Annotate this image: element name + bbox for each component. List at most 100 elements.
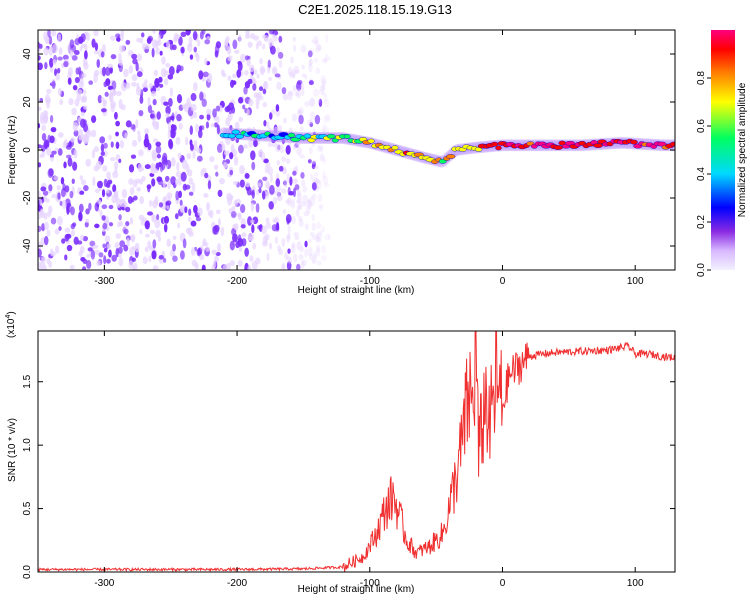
spectrogram-noise-cell xyxy=(67,77,72,85)
spectrogram-noise-cell xyxy=(141,32,145,38)
spectrogram-noise-cell xyxy=(106,243,112,249)
spectrogram-noise-cell xyxy=(158,254,164,260)
x-tick-label: -200 xyxy=(227,578,247,589)
spectrogram-noise-cell xyxy=(320,154,324,162)
spectrogram-noise-cell xyxy=(172,235,177,241)
spectrogram-noise-cell xyxy=(269,184,275,195)
spectrogram-noise-cell xyxy=(263,158,269,164)
spectrogram-noise-cell xyxy=(314,47,320,53)
spectrogram-noise-cell xyxy=(237,61,242,66)
spectrogram-noise-cell xyxy=(111,254,117,262)
spectrogram-noise-cell xyxy=(85,158,92,167)
spectrogram-noise-cell xyxy=(288,190,294,196)
spectrogram-noise-cell xyxy=(311,193,317,199)
spectrogram-noise-cell xyxy=(248,98,254,107)
chart-title: C2E1.2025.118.15.19.G13 xyxy=(298,2,452,17)
spectrogram-noise-cell xyxy=(323,98,330,108)
spectrogram-noise-cell xyxy=(150,90,157,97)
x-tick-label: -200 xyxy=(227,276,247,287)
spectrogram-noise-cell xyxy=(234,49,240,54)
spectrogram-noise-cell xyxy=(244,55,249,61)
spectrogram-noise-cell xyxy=(56,67,61,74)
spectrogram-noise-cell xyxy=(319,205,323,212)
spectrogram-noise-cell xyxy=(182,183,188,191)
spectrogram-noise-cell xyxy=(219,178,225,185)
spectrogram-noise-cell xyxy=(272,196,278,205)
spectrogram-noise-cell xyxy=(287,90,294,97)
spectrogram-noise-cell xyxy=(275,185,282,192)
spectrogram-noise-cell xyxy=(81,266,87,270)
spectrogram-noise-cell xyxy=(255,257,261,265)
spectrogram-noise-cell xyxy=(136,71,143,78)
spectrogram-noise-cell xyxy=(148,255,152,263)
spectrogram-noise-cell xyxy=(238,34,242,43)
spectrogram-noise-cell xyxy=(79,46,83,52)
spectrogram-noise-cell xyxy=(179,65,184,72)
spectrogram-noise-cell xyxy=(226,46,232,55)
spectrogram-noise-cell xyxy=(190,93,197,101)
spectrogram-noise-cell xyxy=(249,64,255,73)
spectrogram-noise-cell xyxy=(253,35,259,41)
spectrogram-noise-cell xyxy=(147,104,153,114)
spectrogram-noise-cell xyxy=(268,76,273,81)
y-tick-label: 0.5 xyxy=(22,501,33,515)
spectrogram-noise-cell xyxy=(300,201,307,208)
spectrogram-noise-cell xyxy=(196,155,203,162)
spectrogram-noise-cell xyxy=(168,65,175,76)
spectrogram-noise-cell xyxy=(137,163,143,173)
spectrogram-noise-cell xyxy=(225,117,231,127)
spectrogram-noise-cell xyxy=(246,108,250,117)
spectrogram-noise-cell xyxy=(78,212,83,222)
spectrogram-noise-cell xyxy=(119,140,125,149)
spectrogram-noise-cell xyxy=(176,94,183,104)
spectrogram-noise-cell xyxy=(153,69,159,77)
spectrogram-noise-cell xyxy=(324,182,330,188)
spectrogram-noise-cell xyxy=(108,92,114,102)
spectrogram-noise-cell xyxy=(168,97,173,107)
spectrogram-ridge-cell xyxy=(235,134,244,139)
spectrogram-noise-cell xyxy=(268,142,272,148)
x-tick-label: -300 xyxy=(94,578,114,589)
spectrogram-noise-cell xyxy=(315,178,320,183)
spectrogram-noise-cell xyxy=(282,209,287,215)
spectrogram-noise-cell xyxy=(283,180,287,186)
x-tick-label: 0 xyxy=(500,578,506,589)
spectrogram-noise-cell xyxy=(82,135,89,143)
spectrogram-noise-cell xyxy=(259,58,264,65)
spectrogram-noise-cell xyxy=(50,156,55,162)
spectrogram-noise-cell xyxy=(151,250,157,260)
spectrogram-noise-cell xyxy=(48,184,53,192)
spectrogram-noise-cell xyxy=(267,59,271,68)
spectrogram-noise-cell xyxy=(131,53,138,60)
spectrogram-noise-cell xyxy=(270,108,276,115)
spectrogram-noise-cell xyxy=(39,97,44,103)
spectrogram-noise-cell xyxy=(118,246,123,254)
spectrogram-noise-cell xyxy=(275,178,281,187)
spectrogram-noise-cell xyxy=(245,181,251,188)
spectrogram-noise-cell xyxy=(99,209,103,217)
spectrogram-noise-cell xyxy=(108,249,112,258)
spectrogram-noise-cell xyxy=(309,253,313,261)
spectrogram-noise-cell xyxy=(287,232,291,240)
spectrogram-noise-cell xyxy=(216,124,221,135)
spectrogram-noise-cell xyxy=(103,142,108,149)
x-tick-label: 100 xyxy=(627,578,644,589)
spectrogram-noise-cell xyxy=(72,161,78,171)
spectrogram-noise-cell xyxy=(278,59,283,68)
spectrogram-noise-cell xyxy=(162,180,166,188)
spectrogram-noise-cell xyxy=(126,237,130,247)
spectrogram-noise-cell xyxy=(302,185,307,193)
spectrogram-noise-cell xyxy=(261,43,266,50)
spectrogram-noise-cell xyxy=(87,247,93,252)
spectrogram-noise-cell xyxy=(102,243,107,249)
spectrogram-noise-cell xyxy=(84,50,88,60)
spectrogram-noise-cell xyxy=(320,128,325,134)
spectrogram-noise-cell xyxy=(58,226,62,232)
spectrogram-noise-cell xyxy=(276,81,282,91)
spectrogram-noise-cell xyxy=(273,34,278,42)
spectrogram-noise-cell xyxy=(232,39,238,50)
spectrogram-noise-cell xyxy=(319,146,324,153)
spectrogram-noise-cell xyxy=(163,70,170,76)
spectrogram-noise-cell xyxy=(92,244,99,249)
spectrogram-noise-cell xyxy=(115,131,119,137)
